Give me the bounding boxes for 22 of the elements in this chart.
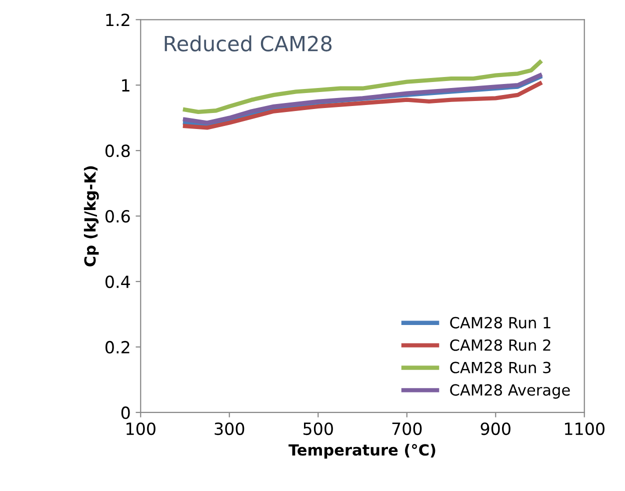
x-tick-label: 100 [126,422,156,436]
x-tick-label: 500 [304,422,333,436]
legend-label: CAM28 Average [450,384,570,399]
line-series [182,81,542,130]
legend-label: CAM28 Run 2 [450,339,550,351]
y-tick-label: 0 [121,406,130,420]
y-tick-label: 1 [122,79,130,92]
x-tick-label: 900 [480,422,510,436]
line-series [182,60,542,114]
y-tick-label: 1.2 [106,14,130,26]
y-tick-label: 0.8 [105,144,130,158]
y-tick-label: 0.2 [105,340,130,354]
legend-label: CAM28 Run 1 [450,316,550,328]
text: Reduced CAM28 [164,35,332,52]
y-tick-label: 0.4 [105,275,130,288]
x-tick-label: 700 [392,422,422,436]
y-axis-title: Cp (kJ/kg-K) [84,166,99,266]
legend-label: CAM28 Run 3 [450,362,551,374]
x-tick-label: 300 [214,422,244,436]
x-tick-label: 1100 [564,422,604,436]
y-tick-label: 0.6 [105,210,130,223]
x-axis-title: Temperature (°C) [288,444,436,459]
